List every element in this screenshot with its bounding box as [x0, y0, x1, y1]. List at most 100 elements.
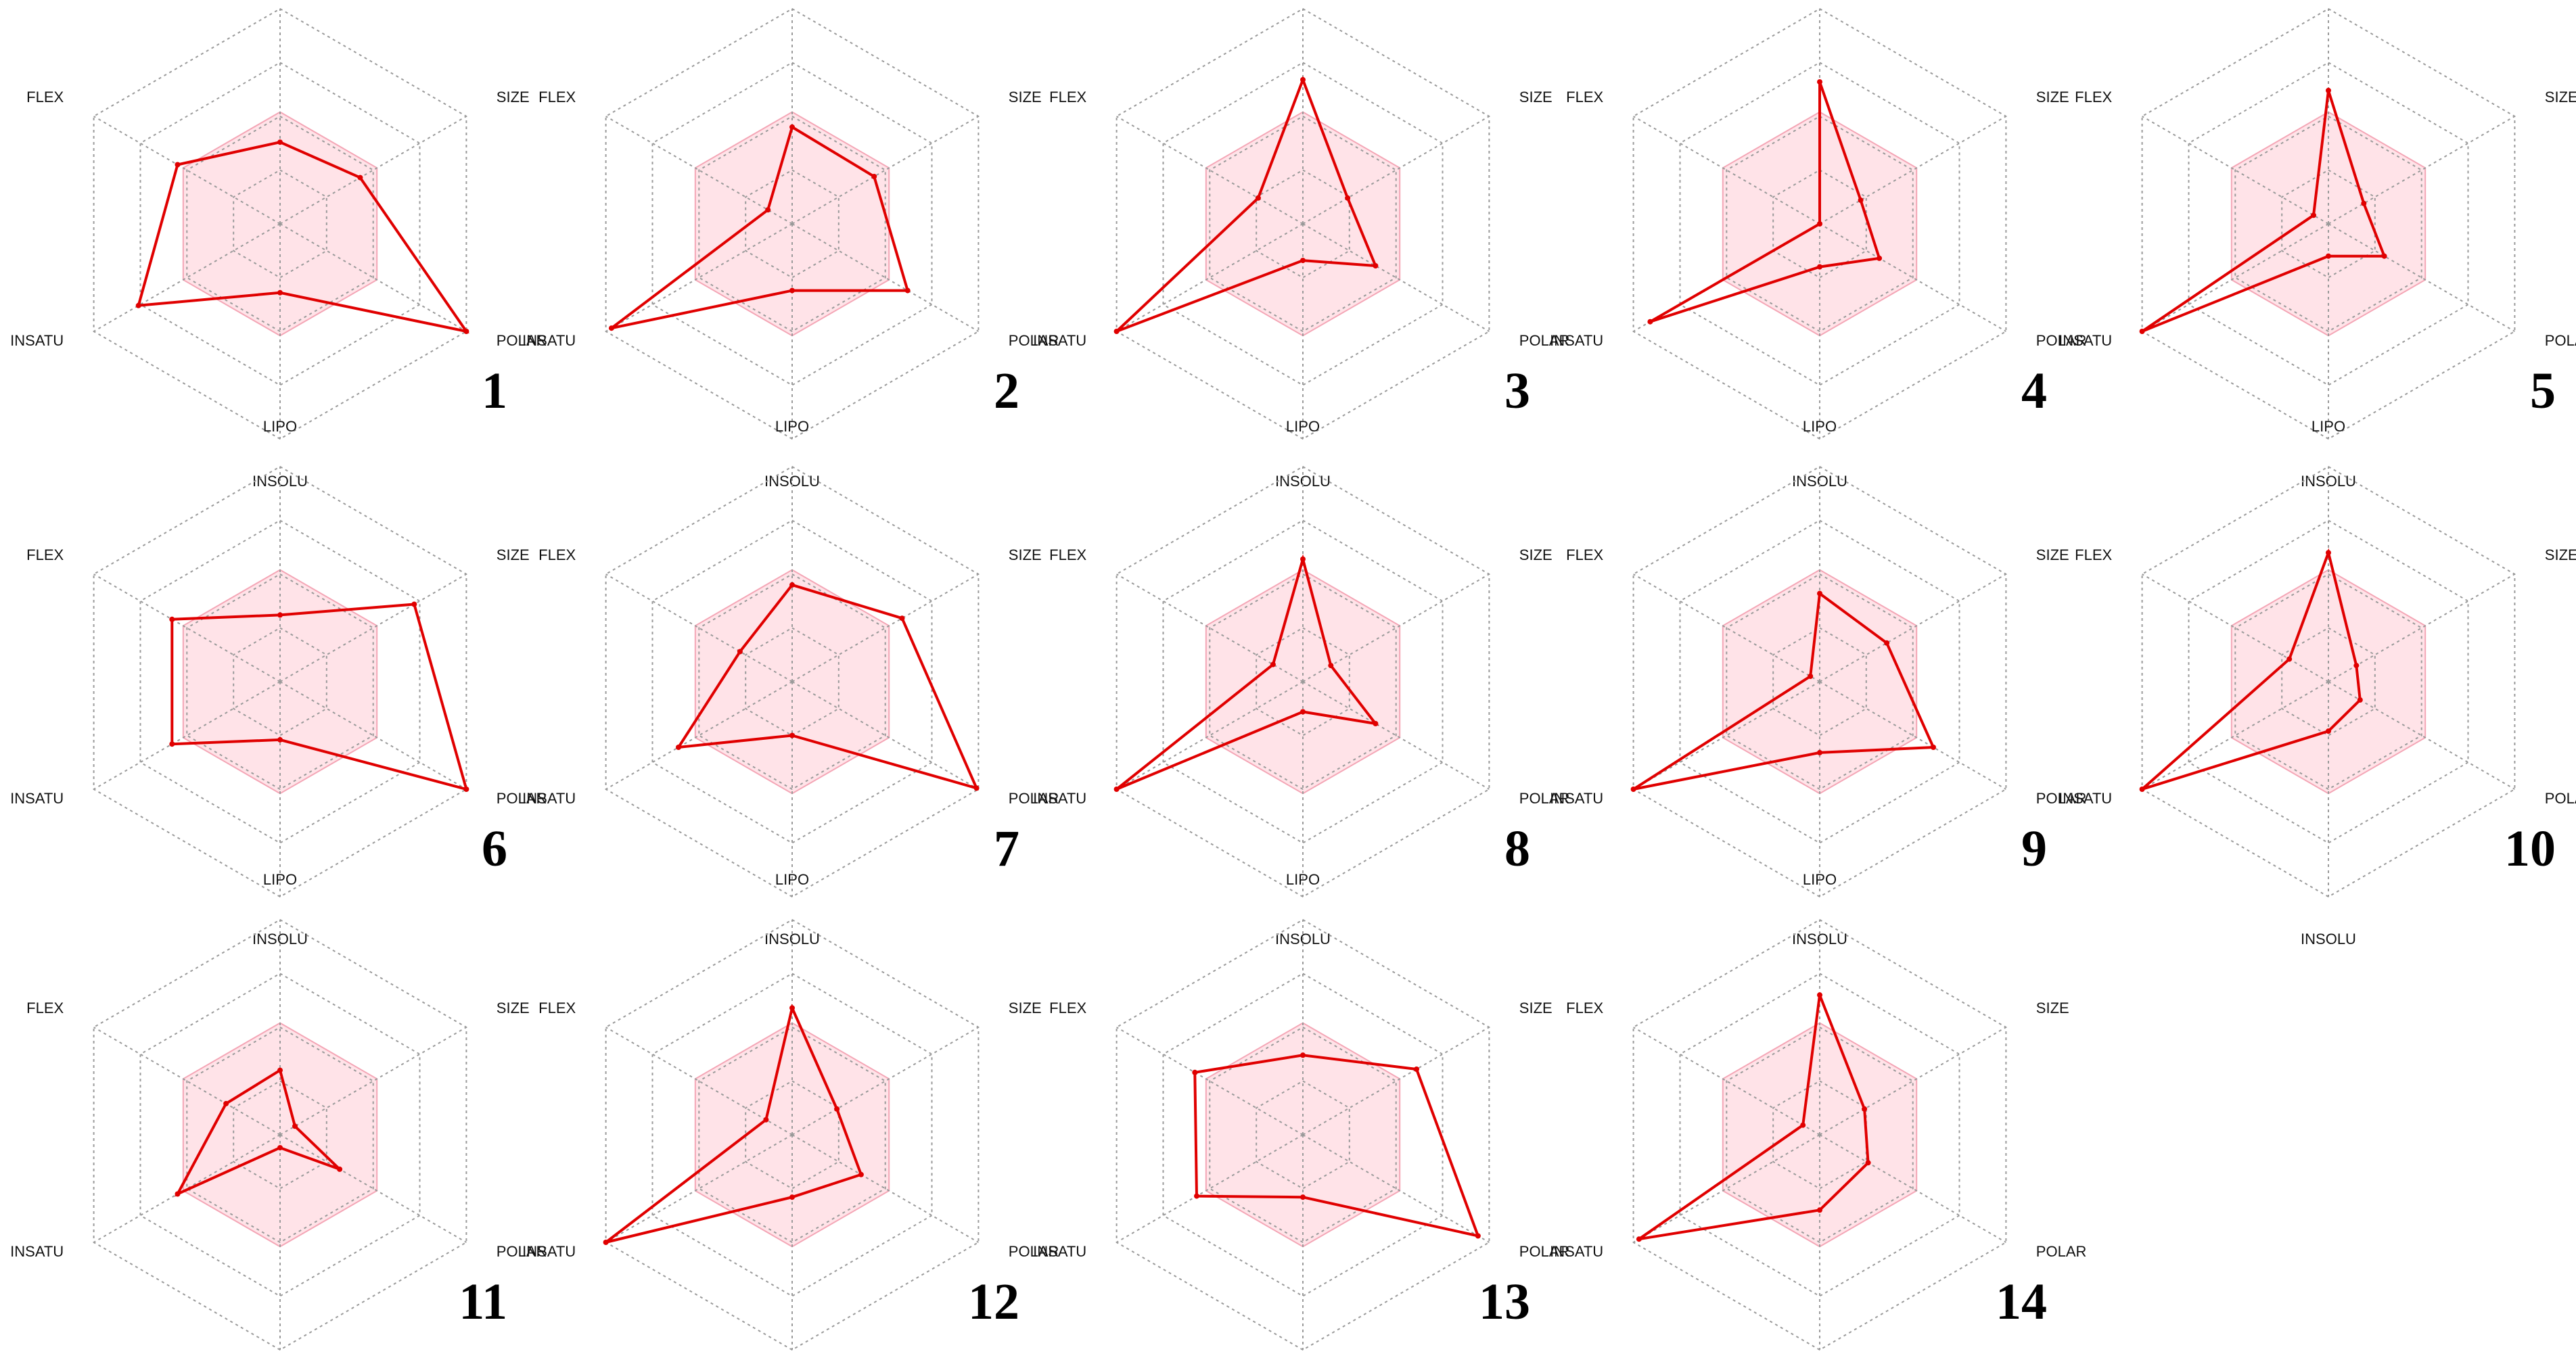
radar-panel-5: LIPO SIZE POLAR INSOLU INSATU FLEX 5: [2058, 7, 2576, 490]
axis-label-flex: FLEX: [1566, 89, 1603, 105]
radar-panel-12: LIPOSIZEPOLARINSOLUINSATUFLEX12: [522, 871, 1059, 1351]
grid-ring: [233, 627, 327, 736]
data-point: [357, 174, 363, 181]
data-point: [834, 1106, 840, 1112]
data-point: [1414, 1066, 1419, 1072]
axis-label-polar: POLAR: [2036, 1243, 2087, 1260]
data-point: [1328, 663, 1334, 669]
data-point: [1817, 221, 1822, 227]
data-point: [1630, 787, 1636, 792]
data-point: [789, 1005, 795, 1011]
data-point: [1373, 263, 1379, 268]
grid-ring: [2281, 169, 2376, 279]
data-point: [1300, 258, 1306, 264]
data-point: [1194, 1193, 1199, 1199]
grid-ring: [1209, 1026, 1397, 1244]
axis-label-polar: POLAR: [1009, 332, 1059, 349]
axis-label-size: SIZE: [497, 89, 530, 105]
radar-panel-6: LIPO SIZE POLAR INSOLU INSATU FLEX 6: [10, 418, 547, 947]
data-point: [1817, 992, 1822, 998]
data-point: [1877, 255, 1883, 261]
axis-label-polar: POLAR: [2036, 790, 2087, 807]
data-point: [1817, 264, 1822, 270]
data-point: [1862, 1106, 1868, 1112]
axis-label-size: SIZE: [1009, 546, 1042, 563]
grid-ring: [1726, 115, 1914, 333]
data-point: [169, 741, 175, 747]
axis-label-insatu: INSATU: [10, 790, 64, 807]
axis-label-insolu: INSOLU: [252, 473, 308, 490]
axis-label-polar: POLAR: [1519, 790, 1570, 807]
panel-number: 4: [2021, 362, 2047, 419]
grid-ring: [233, 1080, 327, 1190]
data-point: [1270, 661, 1276, 667]
data-point: [277, 289, 283, 296]
panel-number: 14: [1996, 1273, 2047, 1330]
data-point: [277, 1067, 283, 1073]
radar-panel-1: LIPO SIZE POLAR INSOLU INSATU FLEX 1: [10, 7, 547, 490]
panel-number: 13: [1479, 1273, 1530, 1330]
axis-label-lipo: LIPO: [263, 871, 297, 888]
grid-ring: [1772, 169, 1867, 279]
radar-panel-4: LIPO SIZE POLAR INSOLU INSATU FLEX 4: [1550, 7, 2086, 490]
grid-ring: [1772, 627, 1867, 736]
data-point: [858, 1171, 864, 1177]
data-point: [169, 616, 175, 622]
radar-panel-11: LIPOSIZEPOLARINSOLUINSATUFLEX11: [10, 871, 547, 1351]
radar-panel-3: LIPO SIZE POLAR INSOLU INSATU FLEX 3: [1033, 7, 1569, 490]
data-point: [223, 1100, 229, 1106]
data-point: [789, 124, 795, 130]
data-point: [603, 1240, 609, 1245]
axis-label-insatu: INSATU: [522, 332, 576, 349]
grid-ring: [745, 627, 840, 736]
axis-label-flex: FLEX: [1566, 1000, 1603, 1016]
data-point: [1300, 76, 1306, 83]
data-point: [1800, 1122, 1806, 1128]
grid-ring: [1256, 627, 1350, 736]
data-point: [2139, 787, 2145, 792]
axis-label-polar: POLAR: [2545, 332, 2576, 349]
grid-ring: [1209, 573, 1397, 791]
grid-ring: [233, 169, 327, 279]
data-point: [1817, 79, 1822, 85]
grid-ring: [745, 1080, 840, 1190]
grid-ring: [2234, 573, 2422, 791]
axis-label-flex: FLEX: [26, 89, 64, 105]
panel-number: 7: [994, 820, 1019, 877]
data-point: [765, 207, 771, 213]
axis-label-polar: POLAR: [1519, 1243, 1570, 1260]
axis-label-size: SIZE: [2036, 546, 2069, 563]
data-point: [737, 649, 743, 655]
axis-label-flex: FLEX: [1049, 1000, 1086, 1016]
axis-label-flex: FLEX: [2075, 546, 2112, 563]
axis-label-flex: FLEX: [2075, 89, 2112, 105]
axis-label-insolu: INSOLU: [2301, 473, 2356, 490]
axis-label-polar: POLAR: [2545, 790, 2576, 807]
axis-label-insolu: INSOLU: [1792, 473, 1847, 490]
axis-label-flex: FLEX: [1049, 89, 1086, 105]
data-point: [1817, 590, 1822, 596]
data-point: [2326, 87, 2331, 93]
axis-label-insatu: INSATU: [2058, 790, 2112, 807]
grid-ring: [2234, 115, 2422, 333]
data-point: [2326, 253, 2331, 259]
panel-number: 12: [968, 1273, 1019, 1330]
axis-label-insatu: INSATU: [1550, 1243, 1603, 1260]
data-point: [1865, 1160, 1871, 1166]
data-point: [1192, 1069, 1198, 1075]
grid-ring: [698, 573, 886, 791]
axis-label-size: SIZE: [497, 1000, 530, 1016]
data-point: [135, 302, 141, 308]
data-point: [175, 1191, 181, 1197]
data-point: [904, 287, 911, 294]
axis-label-lipo: LIPO: [263, 418, 297, 435]
data-point: [2361, 200, 2367, 206]
grid-ring: [1726, 1026, 1914, 1244]
grid-ring: [698, 1026, 886, 1244]
data-point: [2326, 728, 2331, 734]
data-point: [871, 174, 877, 179]
data-point: [1817, 749, 1822, 755]
data-point: [277, 1145, 283, 1151]
data-point: [1817, 1207, 1822, 1213]
